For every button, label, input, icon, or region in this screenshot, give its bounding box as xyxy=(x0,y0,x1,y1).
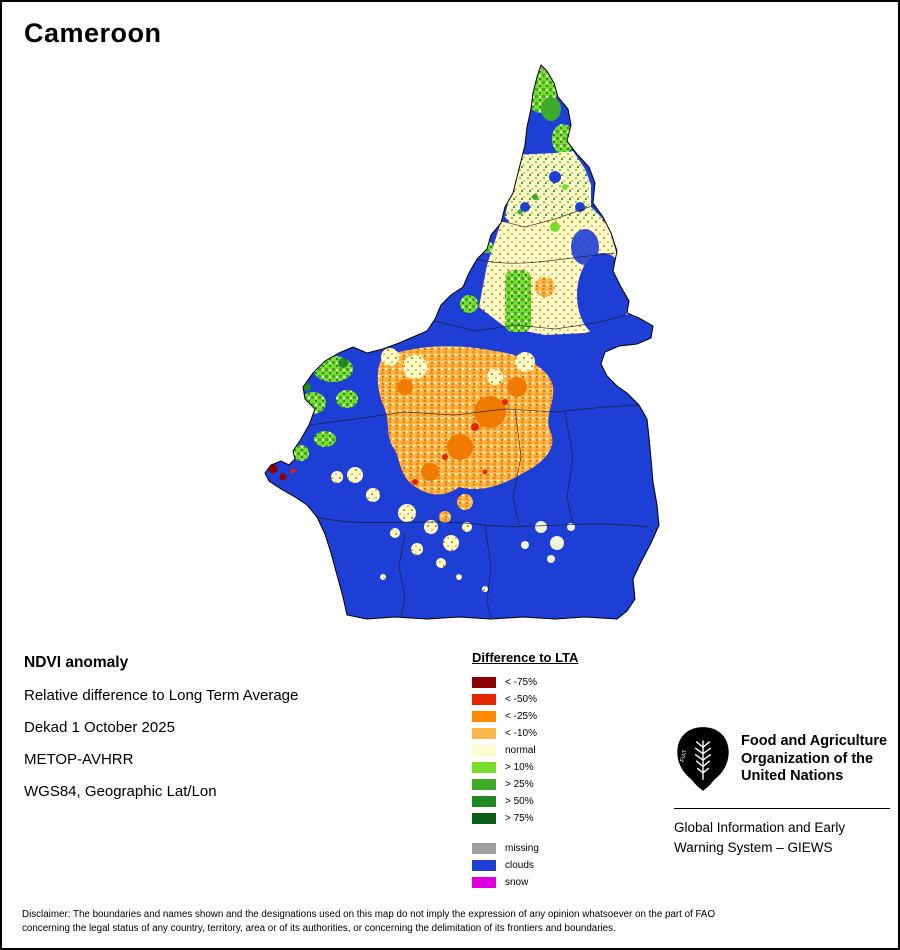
legend-label: clouds xyxy=(505,860,534,871)
fao-giews-block: FIAT PANIS Food and Agriculture Organiza… xyxy=(674,726,890,857)
legend-label: > 25% xyxy=(505,779,534,790)
info-line-sensor: METOP-AVHRR xyxy=(24,751,134,768)
legend-item: clouds xyxy=(472,857,578,874)
info-line-projection: WGS84, Geographic Lat/Lon xyxy=(24,783,217,800)
fao-name-line: Organization of the xyxy=(741,750,874,767)
legend-swatch xyxy=(472,728,496,739)
country-outline xyxy=(264,64,660,620)
page-title: Cameroon xyxy=(24,18,162,48)
legend-item: normal xyxy=(472,742,578,759)
legend-label: > 10% xyxy=(505,762,534,773)
legend-label: missing xyxy=(505,843,539,854)
legend-item: < -10% xyxy=(472,725,578,742)
legend-swatch xyxy=(472,779,496,790)
disclaimer-line: Disclaimer: The boundaries and names sho… xyxy=(22,909,716,920)
legend-item: > 75% xyxy=(472,810,578,827)
region-boundaries xyxy=(308,204,650,619)
legend-label: snow xyxy=(505,877,529,888)
legend-title: Difference to LTA xyxy=(472,650,579,665)
disclaimer-text: Disclaimer: The boundaries and names sho… xyxy=(22,908,884,935)
fao-name-line: Food and Agriculture xyxy=(741,733,888,749)
legend-item: < -25% xyxy=(472,708,578,725)
disclaimer-line: concerning the legal status of any count… xyxy=(22,922,616,934)
legend-label: < -75% xyxy=(505,677,537,688)
giews-line: Warning System – GIEWS xyxy=(674,839,833,855)
ndvi-anomaly-map xyxy=(255,57,665,632)
legend-item: missing xyxy=(472,840,578,857)
legend-swatch xyxy=(472,745,496,756)
legend-label: < -25% xyxy=(505,711,537,722)
legend-label: normal xyxy=(505,745,536,756)
legend-swatch xyxy=(472,677,496,688)
fao-name-line: United Nations xyxy=(741,768,844,784)
legend-swatch xyxy=(472,762,496,773)
fao-logo-icon: FIAT PANIS xyxy=(677,727,732,791)
legend-label: < -50% xyxy=(505,694,537,705)
legend-swatch xyxy=(472,813,496,824)
legend-item: > 25% xyxy=(472,776,578,793)
info-line-description: Relative difference to Long Term Average xyxy=(24,687,299,704)
legend-swatch xyxy=(472,694,496,705)
legend-swatch xyxy=(472,796,496,807)
fao-organization-name: Food and Agriculture Organization of the… xyxy=(732,726,887,792)
legend-swatch xyxy=(472,877,496,888)
giews-line: Global Information and Early xyxy=(674,820,846,835)
legend-swatch xyxy=(472,711,496,722)
info-heading: NDVI anomaly xyxy=(24,654,129,671)
footer-divider xyxy=(674,808,890,809)
map-info-block: NDVI anomaly Relative difference to Long… xyxy=(24,654,298,815)
legend-item: < -50% xyxy=(472,691,578,708)
legend-swatch xyxy=(472,843,496,854)
legend-swatch xyxy=(472,860,496,871)
legend-item: snow xyxy=(472,874,578,891)
legend-item: < -75% xyxy=(472,674,578,691)
map-legend: Difference to LTA < -75% < -50% < -25% <… xyxy=(472,650,578,891)
fao-motto-left: FIAT xyxy=(680,749,689,763)
cameroon-map-graphic xyxy=(264,64,660,620)
giews-label: Global Information and Early Warning Sys… xyxy=(674,818,890,857)
legend-item: > 50% xyxy=(472,793,578,810)
legend-label: > 75% xyxy=(505,813,534,824)
legend-label: > 50% xyxy=(505,796,534,807)
legend-item: > 10% xyxy=(472,759,578,776)
legend-label: < -10% xyxy=(505,728,537,739)
info-line-dekad: Dekad 1 October 2025 xyxy=(24,719,175,736)
